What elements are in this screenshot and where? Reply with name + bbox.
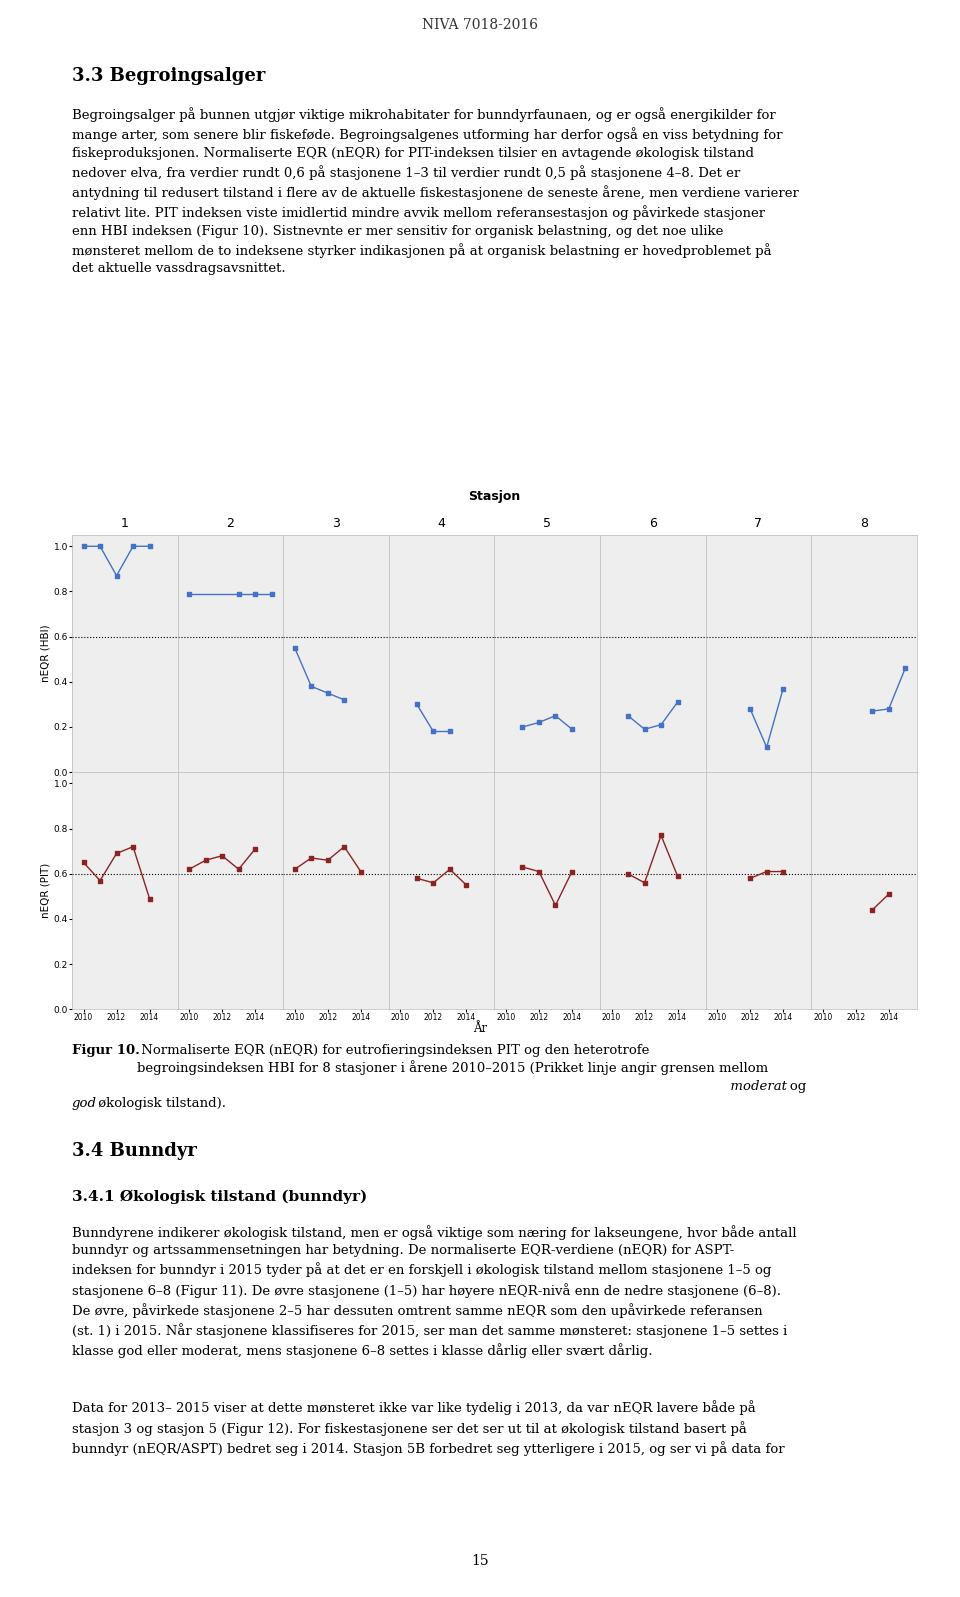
Text: økologisk tilstand).: økologisk tilstand). (94, 1097, 227, 1110)
Point (515, 714, 530, 739)
Text: 4: 4 (438, 516, 445, 530)
Point (881, 882, 897, 907)
Point (142, 886, 157, 912)
Point (108, 562, 124, 588)
Point (425, 870, 441, 896)
Text: 8: 8 (860, 516, 868, 530)
Point (620, 861, 636, 886)
Point (654, 822, 669, 848)
Text: 2: 2 (227, 516, 234, 530)
Text: god: god (72, 1097, 97, 1110)
Point (636, 717, 652, 743)
Point (320, 680, 335, 706)
Text: Begroingsalger på bunnen utgjør viktige mikrohabitater for bunndyrfaunaen, og er: Begroingsalger på bunnen utgjør viktige … (72, 107, 799, 275)
Point (337, 834, 352, 859)
Point (303, 845, 319, 870)
Point (425, 719, 441, 744)
Text: og: og (137, 1080, 806, 1092)
Point (142, 533, 157, 559)
Y-axis label: nEQR (HBI): nEQR (HBI) (40, 624, 51, 682)
Point (409, 866, 424, 891)
Point (214, 843, 229, 869)
Point (248, 581, 263, 607)
Point (303, 674, 319, 699)
Point (898, 655, 913, 680)
Text: År: År (473, 1022, 487, 1035)
Point (320, 848, 335, 874)
Text: 3.4.1 Økologisk tilstand (bunndyr): 3.4.1 Økologisk tilstand (bunndyr) (72, 1190, 368, 1204)
Point (865, 698, 880, 723)
Point (248, 837, 263, 862)
Text: 3: 3 (332, 516, 340, 530)
Text: Stasjon: Stasjon (468, 490, 520, 503)
Point (531, 859, 546, 885)
Text: 3.3 Begroingsalger: 3.3 Begroingsalger (72, 67, 265, 85)
Y-axis label: nEQR (PIT): nEQR (PIT) (40, 862, 51, 918)
Point (548, 893, 564, 918)
Point (287, 636, 302, 661)
Text: 6: 6 (649, 516, 657, 530)
Point (92, 533, 108, 559)
Point (353, 859, 369, 885)
Point (742, 696, 757, 722)
Text: Normaliserte EQR (nEQR) for eutrofieringsindeksen PIT og den heterotrofe
begroin: Normaliserte EQR (nEQR) for eutrofiering… (137, 1044, 773, 1075)
Point (264, 581, 279, 607)
Point (654, 712, 669, 738)
Point (92, 867, 108, 893)
Text: Figur 10.: Figur 10. (72, 1044, 140, 1057)
Point (670, 864, 685, 890)
Point (670, 690, 685, 715)
Text: 1: 1 (121, 516, 129, 530)
Point (443, 719, 458, 744)
Point (337, 687, 352, 712)
Point (776, 676, 791, 701)
Point (564, 859, 580, 885)
Point (531, 709, 546, 735)
Point (548, 703, 564, 728)
Point (231, 581, 247, 607)
Text: 7: 7 (755, 516, 762, 530)
Point (759, 859, 775, 885)
Point (742, 866, 757, 891)
Point (76, 850, 91, 875)
Point (776, 859, 791, 885)
Point (636, 870, 652, 896)
Point (409, 692, 424, 717)
Text: 15: 15 (471, 1554, 489, 1568)
Point (865, 898, 880, 923)
Point (181, 581, 197, 607)
Point (198, 848, 213, 874)
Text: 5: 5 (543, 516, 551, 530)
Text: NIVA 7018-2016: NIVA 7018-2016 (422, 18, 538, 32)
Point (564, 717, 580, 743)
Point (459, 872, 474, 898)
Point (759, 735, 775, 760)
Point (76, 533, 91, 559)
Point (620, 703, 636, 728)
Point (231, 856, 247, 882)
Point (108, 840, 124, 866)
Point (126, 533, 141, 559)
Point (287, 856, 302, 882)
Text: 3.4 Bunndyr: 3.4 Bunndyr (72, 1142, 197, 1159)
Point (126, 834, 141, 859)
Point (443, 856, 458, 882)
Text: moderat: moderat (137, 1080, 787, 1092)
Text: Data for 2013– 2015 viser at dette mønsteret ikke var like tydelig i 2013, da va: Data for 2013– 2015 viser at dette mønst… (72, 1401, 784, 1456)
Point (881, 696, 897, 722)
Text: Bunndyrene indikerer økologisk tilstand, men er også viktige som næring for laks: Bunndyrene indikerer økologisk tilstand,… (72, 1225, 797, 1359)
Point (515, 854, 530, 880)
Point (181, 856, 197, 882)
